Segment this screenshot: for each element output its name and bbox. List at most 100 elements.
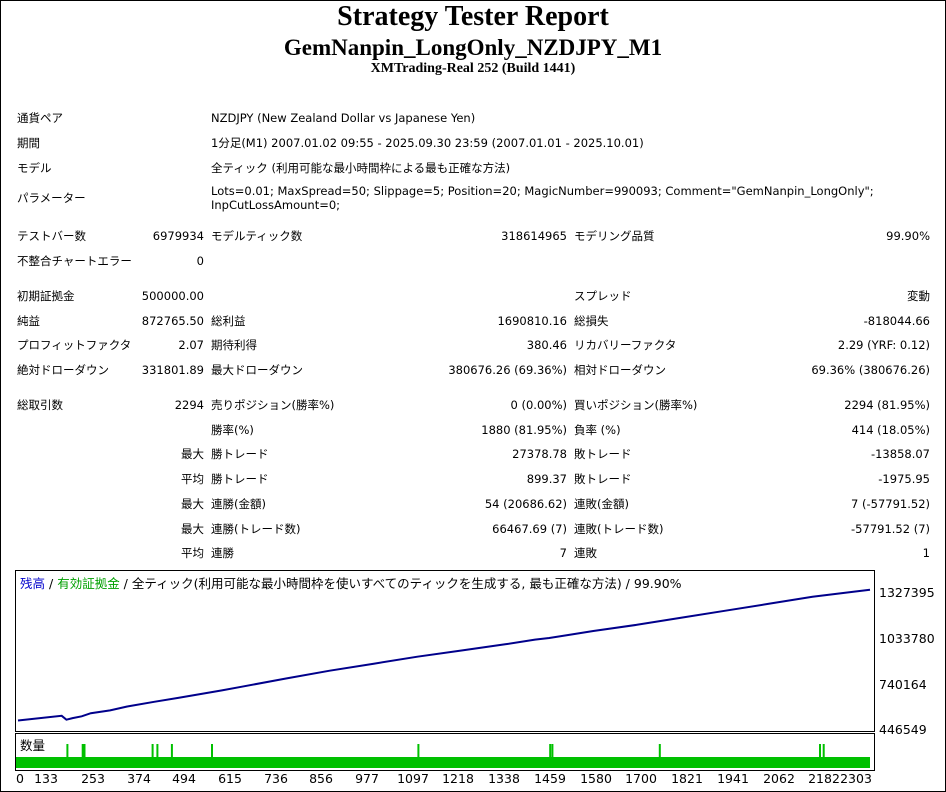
legend-separator: / [119, 576, 132, 591]
x-tick-label: 1097 [397, 771, 429, 786]
symbol-value: NZDJPY (New Zealand Dollar vs Japanese Y… [211, 111, 476, 125]
win-rate-value: 1880 (81.95%) [481, 423, 567, 437]
avg-prefix: 平均 [181, 472, 204, 486]
total-trades-label: 総取引数 [17, 398, 63, 412]
max-cons-loss-money-value: 7 (-57791.52) [851, 497, 930, 511]
x-tick-label: 1700 [625, 771, 657, 786]
max-cons-win-count-value: 66467.69 (7) [492, 522, 567, 536]
avg-prefix: 平均 [181, 546, 204, 560]
short-positions-label: 売りポジション(勝率%) [211, 398, 335, 412]
mismatch-label: 不整合チャートエラー [17, 254, 132, 268]
x-tick-label: 1338 [488, 771, 520, 786]
x-tick-label: 615 [218, 771, 242, 786]
legend-model-quality: 全ティック(利用可能な最小時間枠を使いすべてのティックを生成する, 最も正確な方… [131, 576, 682, 591]
quality-value: 99.90% [886, 229, 930, 243]
avg-cons-loss-label: 連敗 [574, 546, 597, 560]
y-tick-label: 446549 [879, 722, 927, 737]
model-label: モデル [17, 161, 52, 175]
report-subtitle: GemNanpin_LongOnly_NZDJPY_M1 [283, 35, 663, 60]
largest-loss-value: -13858.07 [870, 447, 930, 461]
avg-cons-win-label: 連勝 [211, 546, 234, 560]
x-tick-label: 736 [264, 771, 288, 786]
max-cons-loss-count-label: 連敗(トレード数) [574, 522, 664, 536]
x-tick-label: 2182 [808, 771, 840, 786]
rel-drawdown-value: 69.36% (380676.26) [811, 363, 930, 377]
volume-spike [81, 744, 84, 757]
long-positions-label: 買いポジション(勝率%) [574, 398, 698, 412]
volume-spike [551, 744, 554, 757]
y-tick-label: 740164 [879, 677, 927, 692]
chart-legend: 残高 / 有効証拠金 / 全ティック(利用可能な最小時間枠を使いすべてのティック… [20, 573, 682, 592]
short-positions-value: 0 (0.00%) [510, 398, 567, 412]
recovery-factor-label: リカバリーファクタ [574, 338, 677, 352]
profit-factor-value: 2.07 [178, 338, 204, 352]
max-prefix: 最大 [181, 497, 204, 511]
parameters-line-1: Lots=0.01; MaxSpread=50; Slippage=5; Pos… [211, 184, 874, 198]
ticks-label: モデルティック数 [211, 229, 303, 243]
gross-profit-value: 1690810.16 [497, 314, 567, 328]
volume-spike [417, 744, 420, 757]
y-tick-label: 1033780 [879, 631, 935, 646]
volume-spike [658, 744, 661, 757]
x-tick-label: 1459 [534, 771, 566, 786]
max-prefix: 最大 [181, 447, 204, 461]
balance-chart-panel [15, 570, 875, 732]
report-title: Strategy Tester Report [337, 1, 609, 32]
y-tick-label: 1327395 [879, 585, 935, 600]
max-drawdown-label: 最大ドローダウン [211, 363, 303, 377]
ticks-value: 318614965 [501, 229, 567, 243]
loss-rate-value: 414 (18.05%) [851, 423, 930, 437]
volume-spike [83, 744, 86, 757]
server-info: XMTrading-Real 252 (Build 1441) [370, 61, 576, 76]
volume-spike [819, 744, 821, 757]
legend-balance: 残高 [20, 576, 46, 591]
x-tick-label: 1580 [580, 771, 612, 786]
volume-spike [156, 744, 159, 757]
symbol-label: 通貨ペア [17, 111, 63, 125]
x-tick-label: 374 [127, 771, 151, 786]
mismatch-value: 0 [196, 254, 204, 268]
x-tick-label: 2062 [763, 771, 795, 786]
max-cons-loss-money-label: 連敗(金額) [574, 497, 629, 511]
volume-spike [211, 744, 213, 757]
max-drawdown-value: 380676.26 (69.36%) [448, 363, 567, 377]
gross-profit-label: 総利益 [211, 314, 246, 328]
deposit-label: 初期証拠金 [17, 289, 75, 303]
max-cons-win-money-label: 連勝(金額) [211, 497, 266, 511]
expected-payoff-value: 380.46 [526, 338, 567, 352]
avg-loss-value: -1975.95 [878, 472, 930, 486]
deposit-value: 500000.00 [141, 289, 204, 303]
avg-loss-label: 敗トレード [574, 472, 632, 486]
spread-label: スプレッド [574, 289, 632, 303]
spread-value: 変動 [907, 289, 930, 303]
x-tick-label: 1821 [671, 771, 703, 786]
avg-cons-win-value: 7 [559, 546, 567, 560]
avg-win-label: 勝トレード [211, 472, 269, 486]
recovery-factor-value: 2.29 (YRF: 0.12) [837, 338, 930, 352]
total-trades-value: 2294 [174, 398, 204, 412]
bars-value: 6979934 [152, 229, 204, 243]
x-tick-label: 2303 [840, 771, 872, 786]
largest-loss-label: 敗トレード [574, 447, 632, 461]
period-label: 期間 [17, 136, 40, 150]
largest-win-value: 27378.78 [512, 447, 567, 461]
rel-drawdown-label: 相対ドローダウン [574, 363, 666, 377]
win-rate-label: 勝率(%) [211, 423, 254, 437]
max-prefix: 最大 [181, 522, 204, 536]
volume-spike [822, 744, 825, 757]
legend-separator: / [45, 576, 58, 591]
gross-loss-value: -818044.66 [863, 314, 930, 328]
avg-win-value: 899.37 [526, 472, 567, 486]
parameters-line-2: InpCutLossAmount=0; [211, 198, 341, 212]
net-profit-label: 純益 [17, 314, 40, 328]
max-cons-loss-count-value: -57791.52 (7) [851, 522, 930, 536]
bars-label: テストバー数 [17, 229, 86, 243]
loss-rate-label: 負率 (%) [574, 423, 621, 437]
max-cons-win-count-label: 連勝(トレード数) [211, 522, 301, 536]
x-tick-label: 0 [16, 771, 24, 786]
net-profit-value: 872765.50 [141, 314, 204, 328]
volume-spike [151, 744, 154, 757]
x-tick-label: 977 [355, 771, 379, 786]
x-tick-label: 1941 [717, 771, 749, 786]
